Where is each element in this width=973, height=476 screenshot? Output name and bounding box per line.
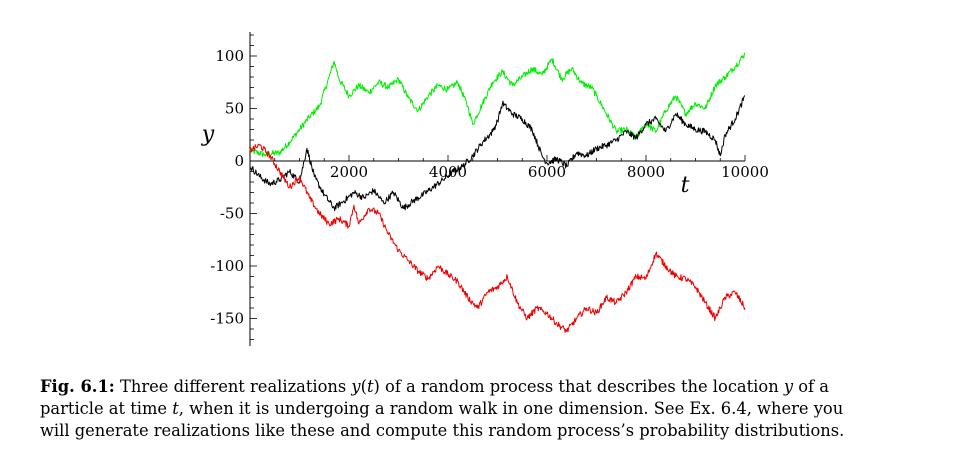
caption-text: Three different realizations [120, 377, 352, 396]
x-tick-label: 6000 [528, 163, 566, 181]
y-axis: 100 50 0 -50 -100 -150 [210, 32, 257, 346]
figure-caption-body: Three different realizations y(t) of a r… [40, 377, 844, 440]
x-tick-label: 2000 [330, 163, 368, 181]
x-tick-label: 8000 [627, 163, 665, 181]
x-axis-label: t [681, 173, 690, 198]
figure-caption-label: Fig. 6.1: [40, 377, 115, 396]
series-line-1 [249, 52, 746, 157]
plot-series [249, 52, 746, 333]
caption-text: will generate realizations like these an… [40, 421, 845, 440]
caption-math-var: y [351, 377, 361, 396]
caption-math-var: t [366, 377, 374, 396]
x-axis: 2000 4000 6000 8000 10000 [249, 155, 769, 181]
y-tick-label: -150 [210, 310, 244, 328]
caption-math-var: t [172, 399, 179, 418]
caption-text: particle at time [40, 399, 173, 418]
y-tick-label: 100 [215, 47, 244, 65]
caption-text: of a [793, 377, 829, 396]
caption-math-var: y [783, 377, 794, 396]
y-tick-label: -50 [220, 205, 244, 223]
y-tick-label: 50 [225, 100, 244, 118]
caption-text: ) of a random process that describes the… [373, 377, 784, 396]
y-tick-label: 0 [234, 152, 244, 170]
caption-text: , when it is undergoing a random walk in… [178, 399, 844, 418]
x-tick-label: 10000 [721, 163, 769, 181]
figure-caption: Fig. 6.1: Three different realizations y… [40, 376, 940, 442]
series-line-3 [249, 143, 746, 333]
caption-text: ( [360, 377, 367, 396]
y-tick-label: -100 [210, 257, 244, 275]
y-axis-label: y [201, 122, 215, 147]
series-line-2 [249, 95, 745, 212]
